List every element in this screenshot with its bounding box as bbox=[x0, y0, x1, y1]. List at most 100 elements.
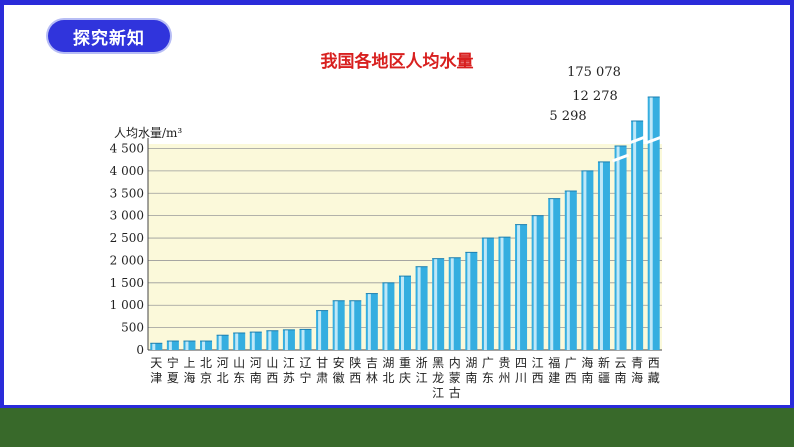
bar bbox=[332, 300, 345, 350]
bar bbox=[564, 191, 577, 350]
bar-highlight bbox=[417, 266, 421, 350]
bar bbox=[432, 258, 445, 350]
bar-highlight bbox=[483, 238, 487, 350]
bar bbox=[166, 341, 179, 350]
bar-highlight bbox=[202, 341, 206, 350]
x-tick-label: 湖北 bbox=[382, 355, 394, 385]
bar bbox=[216, 335, 229, 350]
bar-highlight bbox=[599, 161, 603, 350]
chart-title: 我国各地区人均水量 bbox=[320, 52, 474, 72]
bar bbox=[316, 310, 329, 350]
bar-highlight bbox=[467, 252, 471, 350]
y-axis-label: 人均水量/m³ bbox=[114, 126, 182, 140]
x-tick-label: 浙江 bbox=[416, 356, 428, 385]
axis-break-mark bbox=[612, 153, 630, 163]
bar bbox=[233, 332, 246, 350]
x-tick-label: 山东 bbox=[233, 356, 245, 385]
bar-highlight bbox=[218, 335, 222, 350]
bar bbox=[200, 341, 213, 350]
x-tick-label: 海南 bbox=[581, 355, 593, 385]
x-tick-label: 贵州 bbox=[498, 356, 510, 385]
bar-highlight bbox=[384, 282, 388, 350]
bar-highlight bbox=[649, 97, 653, 350]
y-tick-label: 4 500 bbox=[110, 141, 144, 155]
bar bbox=[365, 293, 378, 350]
footer-bar bbox=[0, 405, 794, 447]
x-tick-label: 云南 bbox=[615, 356, 627, 385]
x-tick-label: 吉林 bbox=[366, 356, 378, 385]
x-tick-label: 甘肃 bbox=[316, 356, 328, 385]
x-tick-label: 广东 bbox=[482, 356, 494, 385]
bar-highlight bbox=[533, 215, 537, 350]
y-tick-label: 2 500 bbox=[110, 231, 144, 245]
data-annotation: 12 278 bbox=[572, 89, 618, 104]
y-tick-label: 2 000 bbox=[110, 253, 144, 267]
bar-highlight bbox=[152, 343, 156, 350]
y-tick-label: 0 bbox=[136, 343, 144, 357]
bar bbox=[399, 276, 411, 350]
bar-highlight bbox=[500, 237, 504, 350]
bar bbox=[647, 97, 660, 350]
bar-chart: 0 500 1 000 1 500 2 000 2 500 3 000 3 500 4 000 4… bbox=[110, 65, 663, 400]
bar bbox=[581, 170, 594, 350]
bar-highlight bbox=[168, 341, 172, 350]
x-tick-label: 天津 bbox=[150, 356, 162, 385]
bar-highlight bbox=[268, 330, 272, 350]
bar bbox=[183, 341, 196, 350]
y-tick-label: 3 000 bbox=[110, 209, 144, 223]
bar-highlight bbox=[550, 198, 554, 350]
bar bbox=[349, 300, 362, 350]
axis-break-mark bbox=[628, 135, 646, 145]
data-annotation: 175 078 bbox=[567, 65, 621, 80]
bar-highlight bbox=[251, 332, 255, 350]
x-tick-label: 江西 bbox=[532, 356, 544, 385]
y-tick-label: 4 000 bbox=[110, 164, 144, 178]
bar bbox=[531, 215, 544, 350]
bar bbox=[415, 266, 428, 350]
bar-highlight bbox=[401, 276, 404, 350]
bar-highlight bbox=[301, 329, 305, 350]
bar bbox=[481, 238, 494, 350]
bar-highlight bbox=[450, 257, 454, 350]
x-tick-label: 福建 bbox=[548, 355, 560, 385]
bar-highlight bbox=[318, 310, 322, 350]
bar-highlight bbox=[434, 258, 438, 350]
x-tick-label: 重庆 bbox=[399, 356, 411, 385]
bar bbox=[448, 257, 461, 350]
x-tick-label: 广西 bbox=[565, 356, 577, 385]
y-tick-label: 500 bbox=[121, 321, 144, 335]
bar bbox=[465, 252, 478, 350]
bar-highlight bbox=[367, 293, 371, 350]
bar bbox=[515, 224, 528, 350]
x-tick-label: 内蒙古 bbox=[449, 356, 461, 400]
bar-highlight bbox=[616, 146, 620, 350]
axis-break-mark bbox=[645, 135, 663, 145]
x-tick-label: 四川 bbox=[515, 356, 527, 385]
x-tick-label: 河南 bbox=[250, 356, 262, 385]
x-tick-label: 安徽 bbox=[333, 355, 345, 385]
left-border bbox=[0, 0, 4, 405]
bar bbox=[266, 330, 279, 350]
bar-highlight bbox=[334, 300, 338, 350]
bar-highlight bbox=[517, 224, 521, 350]
bar-highlight bbox=[284, 329, 288, 350]
y-tick-label: 3 500 bbox=[110, 186, 144, 200]
data-annotation: 5 298 bbox=[549, 109, 586, 124]
x-tick-label: 青海 bbox=[631, 356, 643, 385]
x-tick-label: 江苏 bbox=[283, 356, 295, 385]
x-tick-label: 上海 bbox=[183, 356, 195, 385]
x-tick-label: 陕西 bbox=[349, 355, 361, 385]
x-tick-label: 新疆 bbox=[598, 355, 610, 385]
bar bbox=[597, 161, 610, 350]
bar-highlight bbox=[633, 121, 637, 350]
bar bbox=[498, 237, 511, 350]
bar bbox=[299, 329, 312, 350]
y-tick-label: 1 000 bbox=[110, 298, 144, 312]
section-badge: 探究新知 bbox=[48, 20, 170, 52]
x-tick-label: 辽宁 bbox=[300, 356, 312, 385]
bar-highlight bbox=[351, 300, 355, 350]
x-tick-label: 黑龙江 bbox=[432, 356, 444, 400]
x-tick-label: 西藏 bbox=[648, 356, 660, 385]
right-border bbox=[790, 0, 794, 405]
bar bbox=[282, 329, 295, 350]
